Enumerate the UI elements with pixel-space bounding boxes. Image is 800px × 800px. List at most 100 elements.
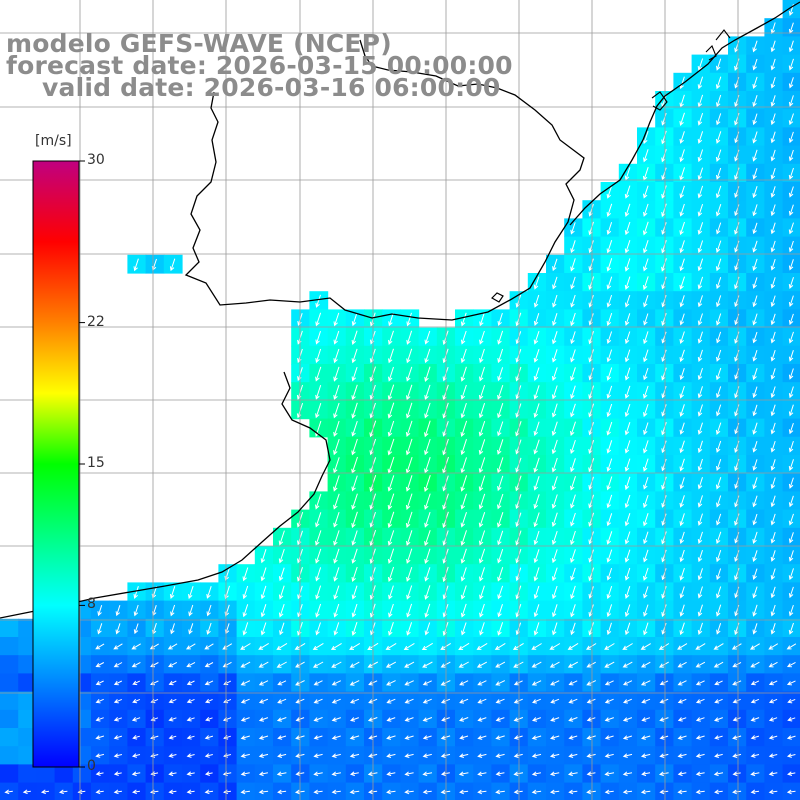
wind-arrow — [640, 680, 651, 686]
wind-arrow — [531, 643, 542, 650]
wind-arrow — [697, 495, 703, 508]
wind-arrow — [333, 366, 340, 382]
wind-arrow — [533, 439, 540, 455]
wind-arrow — [277, 698, 287, 704]
wind-arrow — [695, 789, 705, 795]
wind-arrow — [606, 367, 613, 381]
wind-arrow — [788, 422, 794, 435]
wind-arrow — [752, 513, 758, 526]
wind-arrow — [333, 348, 340, 364]
wind-arrow — [113, 717, 122, 722]
wind-arrow — [770, 76, 776, 89]
wind-cell — [18, 746, 37, 765]
wind-arrow — [588, 494, 595, 509]
wind-arrow — [586, 771, 596, 777]
wind-arrow — [349, 771, 359, 777]
wind-arrow — [713, 771, 724, 777]
wind-arrow — [386, 735, 396, 740]
wind-arrow — [260, 585, 267, 600]
wind-arrow — [405, 493, 413, 510]
wind-arrow — [588, 622, 594, 636]
wind-arrow — [313, 735, 323, 740]
wind-arrow — [167, 643, 178, 650]
wind-arrow — [551, 367, 558, 381]
wind-arrow — [568, 753, 578, 758]
wind-arrow — [315, 548, 322, 564]
wind-arrow — [788, 259, 794, 271]
wind-arrow — [313, 717, 323, 722]
wind-arrow — [168, 661, 178, 668]
wind-arrow — [677, 680, 687, 686]
wind-arrow — [424, 475, 431, 492]
wind-arrow — [732, 698, 741, 704]
wind-arrow — [168, 753, 177, 758]
wind-arrow — [588, 549, 594, 563]
wind-arrow — [786, 753, 796, 758]
wind-arrow — [770, 604, 776, 617]
wind-arrow — [349, 753, 360, 758]
wind-arrow — [405, 438, 413, 456]
wind-arrow — [424, 366, 431, 382]
wind-arrow — [679, 622, 685, 636]
wind-arrow — [403, 642, 415, 651]
wind-arrow — [588, 385, 595, 400]
wind-arrow — [551, 385, 558, 400]
wind-arrow — [424, 548, 431, 564]
wind-arrow — [752, 258, 758, 271]
wind-arrow — [532, 698, 541, 704]
wind-arrow — [643, 258, 649, 272]
wind-arrow — [643, 422, 649, 436]
wind-arrow — [497, 548, 504, 564]
wind-arrow — [716, 459, 722, 471]
wind-arrow — [588, 531, 594, 545]
wind-arrow — [622, 680, 633, 686]
wind-arrow — [258, 680, 269, 686]
wind-arrow — [386, 698, 396, 704]
wind-arrow — [787, 771, 796, 776]
wind-arrow — [424, 511, 431, 528]
wind-arrow — [770, 113, 776, 126]
wind-arrow — [131, 717, 141, 722]
wind-arrow — [624, 385, 631, 399]
wind-arrow — [697, 568, 703, 581]
wind-arrow — [533, 622, 540, 636]
wind-arrow — [497, 585, 504, 600]
wind-arrow — [788, 513, 794, 526]
wind-arrow — [643, 549, 649, 563]
wind-arrow — [260, 567, 267, 582]
wind-arrow — [624, 567, 631, 581]
wind-arrow — [424, 438, 431, 456]
wind-arrow — [606, 203, 613, 217]
wind-arrow — [276, 771, 287, 777]
wind-arrow — [715, 422, 722, 435]
wind-arrow — [770, 550, 776, 562]
wind-arrow — [276, 642, 288, 650]
wind-arrow — [240, 661, 251, 668]
wind-arrow — [732, 717, 741, 722]
wind-arrow — [750, 661, 760, 668]
wind-arrow — [351, 493, 358, 510]
wind-arrow — [697, 94, 704, 108]
wind-arrow — [478, 457, 486, 474]
wind-arrow — [679, 477, 685, 490]
wind-arrow — [606, 312, 613, 327]
wind-arrow — [716, 113, 722, 126]
wind-arrow — [385, 642, 397, 650]
wind-arrow — [387, 548, 395, 564]
wind-arrow — [478, 530, 486, 546]
wind-arrow — [478, 548, 486, 564]
wind-arrow — [315, 512, 322, 528]
wind-arrow — [677, 643, 688, 650]
wind-arrow — [570, 530, 576, 546]
wind-arrow — [697, 203, 704, 217]
wind-arrow — [351, 548, 358, 564]
wind-arrow — [113, 789, 122, 795]
wind-arrow — [95, 771, 104, 776]
wind-arrow — [768, 753, 778, 758]
wind-arrow — [186, 753, 195, 758]
wind-arrow — [387, 566, 395, 582]
wind-arrow — [697, 477, 703, 490]
wind-arrow — [186, 789, 195, 795]
wind-arrow — [385, 661, 397, 668]
wind-arrow — [204, 771, 213, 776]
